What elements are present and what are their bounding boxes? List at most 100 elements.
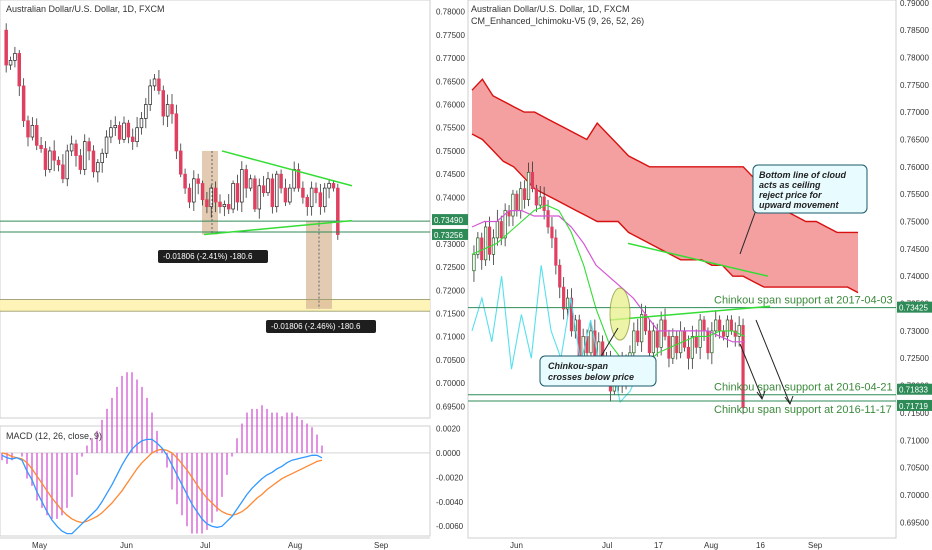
candle <box>484 226 488 261</box>
candle <box>74 143 78 156</box>
kijun-line <box>471 210 745 343</box>
left-price-tick: 0.77500 <box>436 31 465 40</box>
chikou-callout-text: Chinkou-span <box>548 361 609 371</box>
candle <box>91 150 96 173</box>
candle <box>4 29 8 66</box>
arrowhead <box>784 395 794 406</box>
candle <box>139 118 144 129</box>
candle <box>647 330 652 354</box>
right-price-tick: 0.77500 <box>900 81 929 90</box>
macd-title: MACD (12, 26, close, 9) <box>6 431 103 441</box>
right-price-tick: 0.75500 <box>900 190 929 199</box>
chikou-cross-highlight <box>609 287 631 341</box>
triangle-upper-line <box>627 242 769 277</box>
support-label: Chinkou span support at 2016-11-17 <box>714 404 892 416</box>
left-time-tick: May <box>32 541 47 550</box>
candle <box>526 171 531 200</box>
candle <box>270 178 275 208</box>
candle <box>655 330 659 348</box>
left-price-panel: -0.01806 (-2.41%) -180.6 -0.01806 (-2.46%… <box>0 0 431 419</box>
candle <box>174 113 179 152</box>
candle <box>165 104 170 117</box>
left-time-tick: Aug <box>288 541 302 550</box>
measure-label: -0.01806 (-2.41%) -180.6 <box>163 252 253 261</box>
candle <box>196 178 200 184</box>
macd-tick: -0.0040 <box>436 498 464 507</box>
left-price-tick: 0.75500 <box>436 124 465 133</box>
chikou-callout-text: crosses below price <box>548 372 634 382</box>
cloud-callout-text: upward movement <box>759 200 840 210</box>
candle <box>157 78 161 91</box>
candle <box>113 125 118 129</box>
right-price-badge-text: 0.71719 <box>899 402 928 411</box>
candle <box>519 188 523 211</box>
left-time-tick: Jun <box>120 541 133 550</box>
candle <box>562 286 566 310</box>
candle <box>21 85 26 122</box>
left-price-tick: 0.75000 <box>436 147 465 156</box>
cloud-callout-text: Bottom line of cloud <box>759 170 846 180</box>
right-price-tick: 0.70000 <box>900 491 929 500</box>
candle <box>144 104 148 119</box>
cloud-upper-edge <box>471 78 858 234</box>
left-chart-title: Australian Dollar/U.S. Dollar, 1D, FXCM <box>6 4 165 14</box>
candle <box>679 330 683 354</box>
candle <box>671 336 675 359</box>
candle <box>651 330 655 354</box>
candle <box>706 330 710 354</box>
candle <box>61 164 65 180</box>
candle <box>331 183 336 189</box>
candle <box>253 178 257 210</box>
candle <box>718 319 722 332</box>
right-price-tick: 0.75000 <box>900 218 929 227</box>
left-price-tick: 0.74500 <box>436 170 465 179</box>
right-price-tick: 0.78000 <box>900 53 929 62</box>
candle <box>48 150 52 170</box>
left-price-tick: 0.69500 <box>436 402 465 411</box>
candle <box>729 319 733 332</box>
candle <box>226 204 231 210</box>
candle <box>702 319 706 332</box>
candle <box>34 125 39 146</box>
candle <box>65 150 70 180</box>
candle <box>336 187 340 235</box>
candle <box>288 187 292 203</box>
candle <box>733 330 737 337</box>
candle <box>43 148 48 170</box>
right-time-tick: 17 <box>654 541 663 550</box>
candle <box>152 78 157 87</box>
left-price-tick: 0.78000 <box>436 8 465 17</box>
candle <box>235 183 240 203</box>
candle <box>296 169 301 189</box>
candle <box>472 253 476 272</box>
left-price-tick: 0.70500 <box>436 356 465 365</box>
candle <box>52 150 56 161</box>
candle <box>205 199 209 208</box>
candle <box>109 127 113 138</box>
candle <box>534 188 538 206</box>
right-time-tick: Jul <box>602 541 612 550</box>
candle <box>170 104 174 115</box>
candle <box>96 162 100 173</box>
candle <box>542 196 546 211</box>
callout-pointer <box>739 209 757 255</box>
candle <box>126 122 131 138</box>
right-price-badge-text: 0.71833 <box>899 386 928 395</box>
candle <box>30 125 35 138</box>
cloud-callout-box <box>752 164 868 214</box>
left-price-tick: 0.77000 <box>436 54 465 63</box>
left-price-badge-text: 0.73490 <box>434 216 463 225</box>
right-price-tick: 0.71500 <box>900 409 929 418</box>
candle <box>100 152 104 163</box>
chikou-callout-box <box>539 355 657 387</box>
candle <box>636 330 640 343</box>
macd-tick: -0.0020 <box>436 473 464 482</box>
macd-frame <box>0 425 431 537</box>
support-zone <box>0 299 430 312</box>
left-price-tick: 0.71000 <box>436 333 465 342</box>
candle <box>8 60 13 66</box>
macd-tick: 0.0020 <box>436 424 461 433</box>
candle <box>104 136 109 154</box>
support-label: Chinkou span support at 2016-04-21 <box>714 382 893 394</box>
candle <box>499 221 503 239</box>
